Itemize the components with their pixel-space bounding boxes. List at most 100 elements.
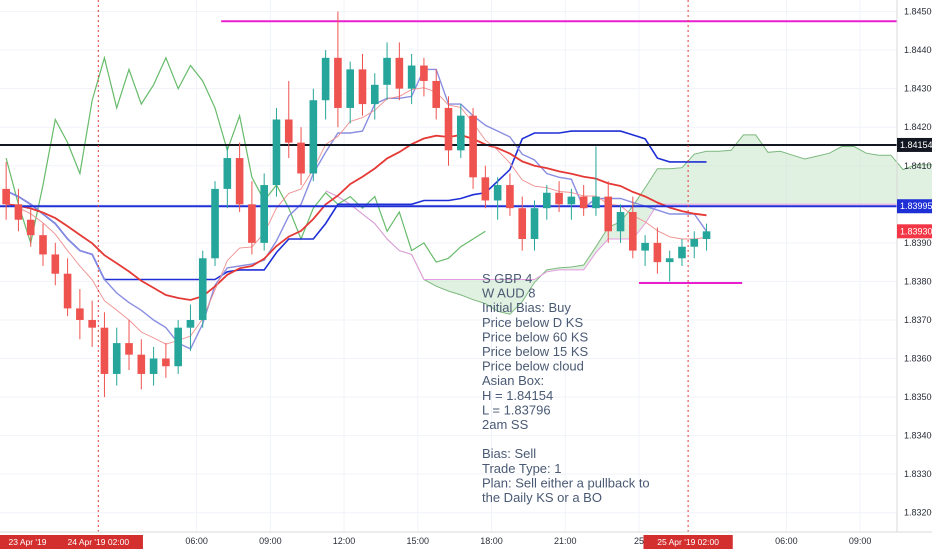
candle-body xyxy=(702,231,711,240)
price-tag-label: 1.84154 xyxy=(900,140,932,150)
session-tag-bg xyxy=(53,535,143,549)
candle-body xyxy=(51,254,60,274)
ema-slow xyxy=(5,134,707,301)
y-tick-label: 1.83300 xyxy=(904,469,932,479)
y-tick-label: 1.84200 xyxy=(904,122,932,132)
candle-up xyxy=(112,327,121,386)
candle-down xyxy=(555,181,563,213)
candle-body xyxy=(162,358,170,367)
candle-up xyxy=(174,319,182,374)
y-tick-label: 1.83200 xyxy=(904,508,932,518)
candle-up xyxy=(149,346,158,386)
session-tag-bg xyxy=(643,535,733,549)
candle-up xyxy=(321,50,330,120)
candle-body xyxy=(284,119,293,143)
candle-body xyxy=(235,158,244,205)
candle-up xyxy=(370,73,379,120)
candle-body xyxy=(444,107,453,151)
candle-body xyxy=(506,185,514,209)
candle-down xyxy=(420,57,428,97)
candle-body xyxy=(321,57,330,101)
candle-down xyxy=(444,96,453,166)
candle-down xyxy=(39,223,47,266)
candle-body xyxy=(518,208,527,240)
candle-up xyxy=(309,88,318,182)
y-tick-label: 1.83500 xyxy=(904,392,932,402)
y-tick-label: 1.84400 xyxy=(904,45,932,55)
candle-down xyxy=(334,11,342,128)
candle-down xyxy=(297,127,305,186)
session-tag-label: 23 Apr '19 xyxy=(8,537,46,547)
y-tick-label: 1.84500 xyxy=(904,7,932,17)
session-tag-label: 25 Apr '19 02:00 xyxy=(657,537,719,547)
candle-body xyxy=(542,192,551,209)
session-tag-label: 24 Apr '19 02:00 xyxy=(67,537,129,547)
price-tag-bg xyxy=(897,199,932,214)
candle-body xyxy=(39,235,47,255)
candle-body xyxy=(76,308,84,320)
candle-down xyxy=(125,319,133,371)
annotation-line: Bias: Sell xyxy=(482,446,536,461)
candle-down xyxy=(63,258,72,317)
candle-body xyxy=(174,327,182,367)
candle-body xyxy=(112,343,121,374)
candle-body xyxy=(604,196,613,232)
candle-up xyxy=(542,185,551,220)
candle-down xyxy=(76,289,84,340)
axis-labels: 1.845001.844001.843001.842001.841001.840… xyxy=(0,7,932,549)
annotation-line: L = 1.83796 xyxy=(482,402,551,417)
chikou-span xyxy=(5,55,486,263)
candle-up xyxy=(616,204,625,243)
candle-body xyxy=(2,188,10,205)
candle-body xyxy=(555,192,563,205)
candle-up xyxy=(567,188,576,220)
x-tick-label: 18:00 xyxy=(480,536,503,546)
annotation-line: Plan: Sell either a pullback to xyxy=(482,475,650,490)
x-tick-label: 09:00 xyxy=(259,536,282,546)
candle-body xyxy=(481,177,490,201)
candle-body xyxy=(358,69,367,105)
candle-up xyxy=(223,146,232,209)
candle-body xyxy=(469,115,477,178)
candle-body xyxy=(149,358,158,374)
candle-up xyxy=(702,223,711,251)
session-lines xyxy=(97,0,689,532)
candle-body xyxy=(272,119,281,186)
annotation-line: Price below 60 KS xyxy=(482,329,589,344)
candle-down xyxy=(100,312,109,398)
annotation-line: Price below cloud xyxy=(482,359,584,374)
candle-down xyxy=(284,80,293,159)
y-tick-label: 1.83800 xyxy=(904,276,932,286)
price-tag-label: 1.83995 xyxy=(900,201,932,211)
candle-down xyxy=(88,300,96,347)
candle-down xyxy=(395,42,404,101)
candle-body xyxy=(297,142,305,174)
candle-down xyxy=(162,343,170,378)
y-tick-label: 1.83600 xyxy=(904,354,932,364)
y-tick-label: 1.83900 xyxy=(904,238,932,248)
price-tag-label: 1.83930 xyxy=(900,226,932,236)
candle-up xyxy=(690,231,699,259)
candle-body xyxy=(579,196,588,209)
indicator-lines xyxy=(5,55,708,350)
annotation-line: Price below 15 KS xyxy=(482,344,589,359)
candle-body xyxy=(493,185,502,201)
candle-down xyxy=(469,107,477,189)
candle-down xyxy=(26,208,35,247)
candle-body xyxy=(456,115,465,151)
y-tick-label: 1.83700 xyxy=(904,315,932,325)
candle-up xyxy=(272,107,281,197)
candle-down xyxy=(653,227,662,274)
candle-body xyxy=(678,246,686,259)
annotation-line: H = 1.84154 xyxy=(482,388,553,403)
candle-up xyxy=(198,250,207,328)
candle-body xyxy=(432,80,441,108)
x-tick-label: 21:00 xyxy=(554,536,577,546)
price-tag-bg xyxy=(897,224,932,239)
candle-down xyxy=(235,142,244,213)
candle-body xyxy=(334,57,342,108)
candle-up xyxy=(493,177,502,220)
